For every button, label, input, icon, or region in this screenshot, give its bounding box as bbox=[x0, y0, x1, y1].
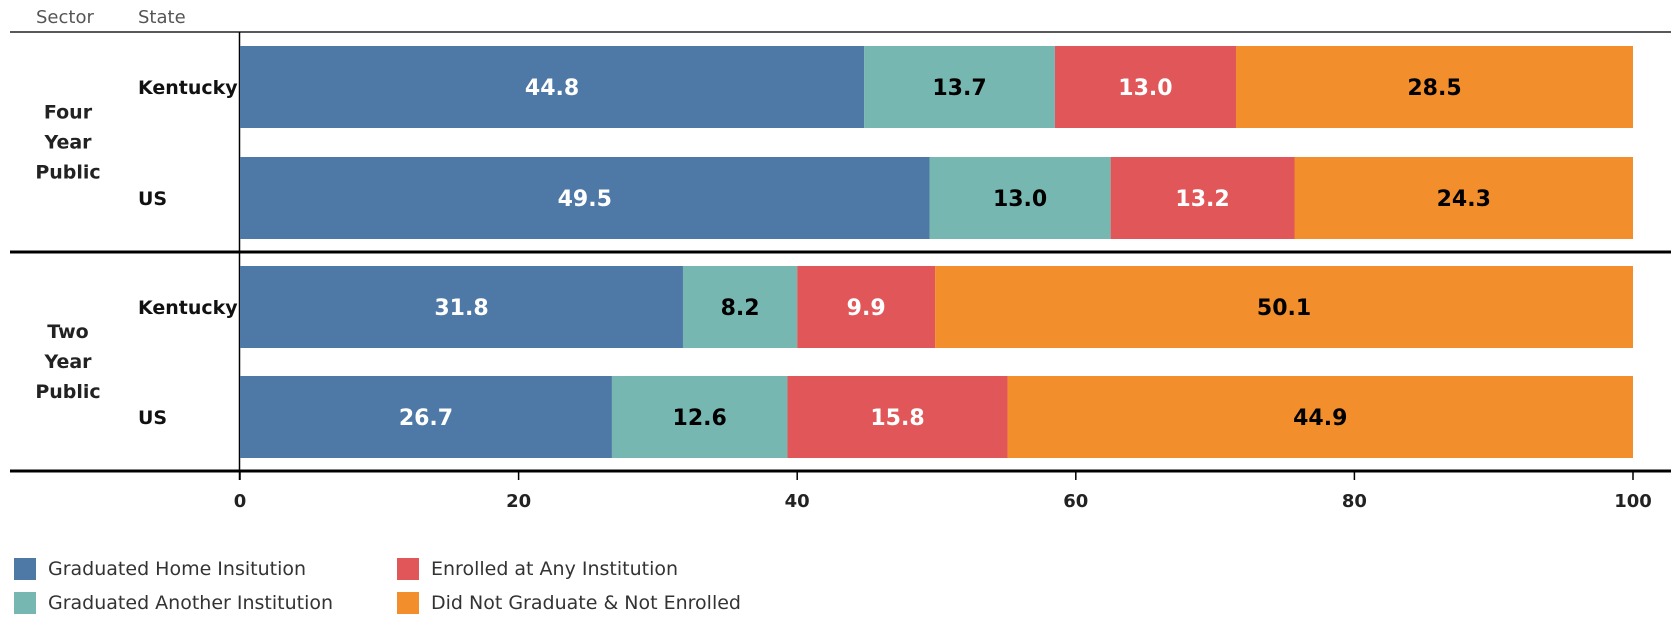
sector-column-header: Sector bbox=[36, 7, 94, 28]
data-label-enrolled-at-any-institution-four-year-public-kentucky: 13.0 bbox=[1118, 76, 1172, 101]
bar-segment-did-not-graduate-not-enrolled-two-year-public-us bbox=[1007, 376, 1633, 458]
bar-segment-graduated-another-institution-two-year-public-kentucky bbox=[682, 266, 798, 348]
bar-segment-graduated-another-institution-four-year-public-kentucky bbox=[864, 46, 1055, 128]
data-label-did-not-graduate-not-enrolled-four-year-public-us: 24.3 bbox=[1437, 187, 1491, 212]
x-tick-label-80: 80 bbox=[1342, 491, 1367, 512]
bar-segment-graduated-home-insitution-four-year-public-us bbox=[240, 157, 930, 239]
bar-segment-graduated-home-insitution-four-year-public-kentucky bbox=[240, 46, 865, 128]
legend: Graduated Home Insitution Graduated Anot… bbox=[14, 556, 834, 616]
bar-segment-graduated-another-institution-two-year-public-us bbox=[611, 376, 788, 458]
bar-segment-enrolled-at-any-institution-two-year-public-kentucky bbox=[797, 266, 936, 348]
x-tick-label-40: 40 bbox=[785, 491, 810, 512]
bar-segment-did-not-graduate-not-enrolled-four-year-public-us bbox=[1294, 157, 1633, 239]
data-label-enrolled-at-any-institution-four-year-public-us: 13.2 bbox=[1175, 187, 1229, 212]
bar-segment-enrolled-at-any-institution-four-year-public-us bbox=[1110, 157, 1295, 239]
data-label-graduated-another-institution-two-year-public-us: 12.6 bbox=[673, 406, 727, 431]
legend-item-graduated-another: Graduated Another Institution bbox=[14, 590, 333, 616]
state-label-kentucky: Kentucky bbox=[138, 77, 238, 99]
legend-swatch-enrolled-any bbox=[397, 558, 419, 580]
data-label-graduated-another-institution-four-year-public-kentucky: 13.7 bbox=[932, 76, 986, 101]
bar-segment-graduated-another-institution-four-year-public-us bbox=[929, 157, 1111, 239]
state-label-us: US bbox=[138, 407, 167, 429]
bar-segment-graduated-home-insitution-two-year-public-us bbox=[240, 376, 612, 458]
data-label-graduated-home-insitution-two-year-public-kentucky: 31.8 bbox=[434, 296, 488, 321]
data-label-graduated-home-insitution-four-year-public-kentucky: 44.8 bbox=[525, 76, 579, 101]
legend-swatch-graduated-home bbox=[14, 558, 36, 580]
x-tick-label-20: 20 bbox=[506, 491, 531, 512]
stacked-bar-chart: Sector State Four Year Public Kentucky 44.8 1… bbox=[10, 7, 1671, 512]
data-label-graduated-another-institution-two-year-public-kentucky: 8.2 bbox=[721, 296, 760, 321]
x-tick-label-100: 100 bbox=[1614, 491, 1652, 512]
state-label-us: US bbox=[138, 188, 167, 210]
legend-item-enrolled-any: Enrolled at Any Institution bbox=[397, 556, 678, 582]
data-label-graduated-home-insitution-two-year-public-us: 26.7 bbox=[399, 406, 453, 431]
data-label-graduated-home-insitution-four-year-public-us: 49.5 bbox=[558, 187, 612, 212]
data-label-enrolled-at-any-institution-two-year-public-us: 15.8 bbox=[870, 406, 924, 431]
x-tick-label-60: 60 bbox=[1063, 491, 1088, 512]
x-tick-label-0: 0 bbox=[234, 491, 247, 512]
bar-segment-did-not-graduate-not-enrolled-four-year-public-kentucky bbox=[1235, 46, 1633, 128]
bar-segment-did-not-graduate-not-enrolled-two-year-public-kentucky bbox=[935, 266, 1633, 348]
bar-segment-enrolled-at-any-institution-four-year-public-kentucky bbox=[1054, 46, 1236, 128]
sector-label-four-year-public: Four Year Public bbox=[35, 102, 100, 184]
legend-item-not-graduated: Did Not Graduate & Not Enrolled bbox=[397, 590, 741, 616]
bar-segment-graduated-home-insitution-two-year-public-kentucky bbox=[240, 266, 683, 348]
state-column-header: State bbox=[138, 7, 186, 28]
bar-segment-enrolled-at-any-institution-two-year-public-us bbox=[787, 376, 1008, 458]
legend-label-enrolled-any: Enrolled at Any Institution bbox=[431, 558, 679, 580]
legend-item-graduated-home: Graduated Home Insitution bbox=[14, 556, 306, 582]
sector-label-two-year-public: Two Year Public bbox=[35, 321, 100, 403]
state-label-kentucky: Kentucky bbox=[138, 297, 238, 319]
legend-label-not-graduated: Did Not Graduate & Not Enrolled bbox=[431, 592, 741, 614]
data-label-did-not-graduate-not-enrolled-four-year-public-kentucky: 28.5 bbox=[1407, 76, 1461, 101]
legend-swatch-graduated-another bbox=[14, 592, 36, 614]
data-label-graduated-another-institution-four-year-public-us: 13.0 bbox=[993, 187, 1047, 212]
data-label-enrolled-at-any-institution-two-year-public-kentucky: 9.9 bbox=[847, 296, 886, 321]
data-label-did-not-graduate-not-enrolled-two-year-public-kentucky: 50.1 bbox=[1257, 296, 1311, 321]
legend-label-graduated-another: Graduated Another Institution bbox=[48, 592, 334, 614]
legend-swatch-not-graduated bbox=[397, 592, 419, 614]
legend-label-graduated-home: Graduated Home Insitution bbox=[48, 558, 307, 580]
plot-area: Four Year Public Kentucky 44.8 13.7 13.0 28.5 US… bbox=[10, 31, 1671, 512]
data-label-did-not-graduate-not-enrolled-two-year-public-us: 44.9 bbox=[1293, 406, 1347, 431]
